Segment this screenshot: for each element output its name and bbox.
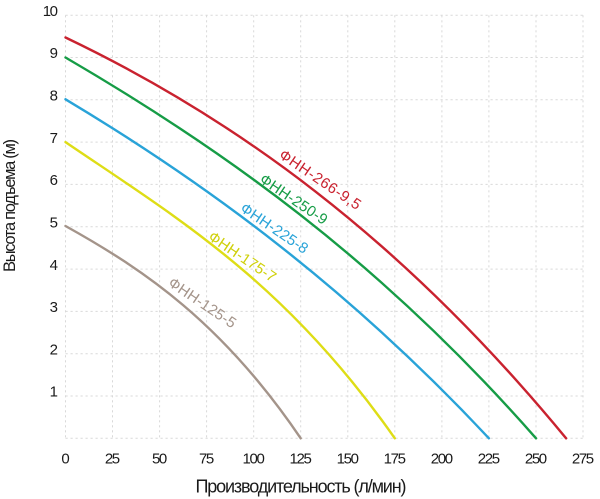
svg-text:Производительность (л/мин): Производительность (л/мин) (196, 477, 407, 497)
svg-text:3: 3 (50, 299, 58, 316)
svg-text:8: 8 (50, 88, 58, 105)
svg-text:2: 2 (50, 341, 58, 358)
svg-text:225: 225 (478, 451, 500, 468)
svg-text:9: 9 (50, 45, 58, 62)
svg-text:50: 50 (152, 451, 167, 468)
svg-text:100: 100 (243, 451, 265, 468)
svg-text:10: 10 (43, 3, 58, 20)
svg-text:0: 0 (61, 451, 69, 468)
svg-text:200: 200 (431, 451, 453, 468)
svg-text:25: 25 (105, 451, 120, 468)
svg-text:275: 275 (572, 451, 594, 468)
svg-text:5: 5 (50, 215, 58, 232)
svg-text:125: 125 (290, 451, 312, 468)
svg-text:7: 7 (50, 130, 58, 147)
svg-text:75: 75 (199, 451, 214, 468)
svg-text:4: 4 (50, 257, 58, 274)
svg-text:Высота подъема (м): Высота подъема (м) (1, 139, 19, 272)
svg-text:6: 6 (50, 172, 58, 189)
svg-text:250: 250 (525, 451, 547, 468)
svg-text:175: 175 (384, 451, 406, 468)
svg-text:150: 150 (337, 451, 359, 468)
svg-text:1: 1 (50, 384, 58, 401)
